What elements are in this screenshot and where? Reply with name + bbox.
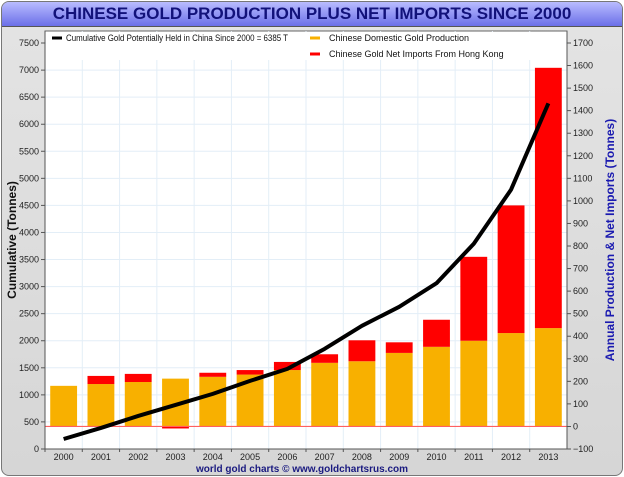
x-tick-label: 2011 [464,452,483,462]
y-tick-label: 7500 [19,38,39,48]
footer-credit: world gold charts © www.goldchartsrus.co… [195,464,408,475]
legend-label-imports: Chinese Gold Net Imports From Hong Kong [329,49,504,59]
y-tick-label: 4000 [19,227,39,237]
production-bar [87,384,115,427]
y2-tick-label: 1700 [573,38,593,48]
y-tick-label: 3500 [19,255,39,265]
y2-tick-label: 400 [573,331,588,341]
production-bar [311,362,339,427]
y-tick-label: 6500 [19,92,39,102]
legend [46,32,566,60]
imports-bar [385,342,413,353]
x-tick-label: 2007 [315,452,335,462]
y2-tick-label: 100 [573,399,588,409]
x-tick-label: 2009 [389,452,409,462]
x-tick-label: 2003 [165,452,185,462]
imports-bar [311,354,339,363]
x-tick-label: 2002 [128,452,148,462]
y-tick-label: 7000 [19,65,39,75]
y2-tick-label: 1000 [573,196,593,206]
title-bar: CHINESE GOLD PRODUCTION PLUS NET IMPORTS… [2,2,622,27]
imports-bar [273,361,301,371]
x-tick-label: 2001 [91,452,111,462]
y2-tick-label: 600 [573,286,588,296]
y2-tick-label: −100 [573,444,593,454]
y-tick-label: 1500 [19,363,39,373]
y-tick-label: 500 [24,417,39,427]
x-tick-label: 2012 [501,452,521,462]
x-tick-label: 2008 [352,452,372,462]
imports-bar [423,319,450,347]
x-tick-label: 2000 [54,452,74,462]
legend-label-cumulative: Cumulative Gold Potentially Held in Chin… [66,33,288,43]
production-bar [423,346,450,427]
production-bar [385,352,413,427]
y2-axis-label: Annual Production & Net Imports (Tonnes) [603,119,617,361]
cumulative-line [63,102,551,441]
imports-bar [497,205,525,334]
imports-bar [87,375,115,385]
imports-bar [460,256,488,341]
production-bar [348,361,376,427]
imports-bar [348,340,376,362]
y-tick-label: 1000 [19,390,39,400]
x-tick-label: 2004 [203,452,223,462]
y2-tick-label: 300 [573,354,588,364]
y-tick-label: 4500 [19,200,39,210]
y2-tick-label: 0 [573,421,578,431]
x-tick-label: 2005 [240,452,260,462]
legend-label-production: Chinese Domestic Gold Production [329,33,469,43]
y-tick-label: 0 [34,444,39,454]
production-bar [534,328,562,427]
y2-tick-label: 1500 [573,83,593,93]
y-tick-label: 5500 [19,146,39,156]
imports-bar [534,67,562,329]
y2-tick-label: 500 [573,309,588,319]
y2-tick-label: 800 [573,241,588,251]
x-tick-label: 2013 [538,452,558,462]
y2-tick-label: 200 [573,376,588,386]
production-bar [497,333,525,427]
y2-tick-label: 1200 [573,151,593,161]
y-tick-label: 3000 [19,282,39,292]
y2-tick-label: 1100 [573,173,592,183]
imports-bar [162,426,189,429]
production-bar [460,340,488,427]
y2-tick-label: 900 [573,218,588,228]
y-tick-label: 2000 [19,336,39,346]
y-tick-label: 6000 [19,119,39,129]
y-tick-label: 5000 [19,173,39,183]
production-bar [199,376,227,427]
y-tick-label: 2500 [19,309,39,319]
imports-bar [199,372,227,377]
y2-tick-label: 700 [573,264,588,274]
imports-bar [124,373,152,383]
y2-tick-label: 1400 [573,106,593,116]
x-tick-label: 2010 [426,452,446,462]
imports-bar [236,370,264,375]
x-tick-label: 2006 [277,452,297,462]
y2-tick-label: 1300 [573,128,593,138]
production-bar [50,385,78,427]
y-axis-label: Cumulative (Tonnes) [5,181,19,299]
chart-title: CHINESE GOLD PRODUCTION PLUS NET IMPORTS… [52,4,572,23]
y2-tick-label: 1600 [573,61,593,71]
production-bar [273,370,301,427]
